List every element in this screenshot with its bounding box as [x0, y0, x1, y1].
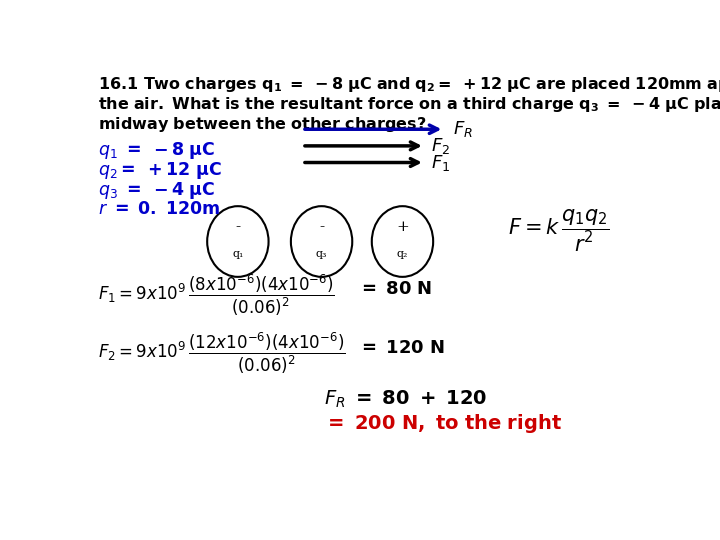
Text: $F_R\mathbf{\ =\ 80\ +\ 120}$: $F_R\mathbf{\ =\ 80\ +\ 120}$ — [324, 389, 487, 410]
Text: $\mathbf{16.1}$ $\mathbf{Two\ charges\ }$$\mathbf{q_1}$$\mathbf{\ =\ -8\ \mu C\ : $\mathbf{16.1}$ $\mathbf{Two\ charges\ }… — [99, 75, 720, 94]
Text: $\mathbf{midway\ between\ the\ other\ charges?}$: $\mathbf{midway\ between\ the\ other\ ch… — [99, 115, 427, 134]
Text: $\mathbf{=\ 120\ N}$: $\mathbf{=\ 120\ N}$ — [358, 339, 445, 357]
Text: $\mathbf{=\ 200\ N,\ to\ the\ right}$: $\mathbf{=\ 200\ N,\ to\ the\ right}$ — [324, 412, 562, 435]
Text: -: - — [235, 220, 240, 234]
Text: $\mathit{r}$$\mathbf{\ =\ 0.\ 120m}$: $\mathit{r}$$\mathbf{\ =\ 0.\ 120m}$ — [99, 199, 221, 218]
Text: $F_1$: $F_1$ — [431, 152, 451, 172]
Text: $\mathbf{=\ 80\ N}$: $\mathbf{=\ 80\ N}$ — [358, 280, 432, 298]
Text: $\mathit{q_1}$$\mathbf{\ =\ -8\ \mu C}$: $\mathit{q_1}$$\mathbf{\ =\ -8\ \mu C}$ — [99, 140, 216, 160]
Text: q₂: q₂ — [397, 249, 408, 259]
Text: -: - — [319, 220, 324, 234]
Text: +: + — [396, 220, 409, 234]
Text: $F_1 = 9x10^9\,\dfrac{(8x10^{-6})(4x10^{-6})}{(0.06)^2}$: $F_1 = 9x10^9\,\dfrac{(8x10^{-6})(4x10^{… — [99, 273, 336, 318]
Text: q₃: q₃ — [316, 249, 328, 259]
Text: $F_R$: $F_R$ — [453, 119, 472, 139]
Text: $\mathit{q_2}$$\mathbf{=\ +12\ \mu C}$: $\mathit{q_2}$$\mathbf{=\ +12\ \mu C}$ — [99, 160, 222, 180]
Text: $F_2$: $F_2$ — [431, 136, 451, 156]
Text: $\mathit{q_3}$$\mathbf{\ =\ -4\ \mu C}$: $\mathit{q_3}$$\mathbf{\ =\ -4\ \mu C}$ — [99, 180, 216, 200]
Text: $F = k\,\dfrac{q_1 q_2}{r^2}$: $F = k\,\dfrac{q_1 q_2}{r^2}$ — [508, 208, 610, 254]
Text: $\mathbf{the\ air.\ What\ is\ the\ resultant\ force\ on\ a\ third\ charge\ }$$\m: $\mathbf{the\ air.\ What\ is\ the\ resul… — [99, 95, 720, 114]
Text: q₁: q₁ — [232, 249, 243, 259]
Text: $F_2 = 9x10^9\,\dfrac{(12x10^{-6})(4x10^{-6})}{(0.06)^2}$: $F_2 = 9x10^9\,\dfrac{(12x10^{-6})(4x10^… — [99, 331, 346, 376]
